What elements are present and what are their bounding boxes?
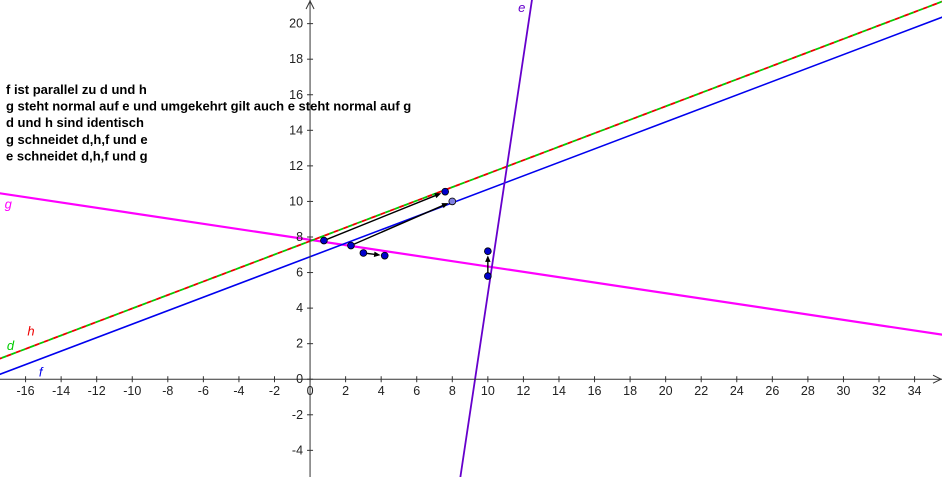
svg-text:-6: -6 (198, 384, 209, 398)
svg-text:34: 34 (908, 384, 922, 398)
svg-text:-4: -4 (292, 443, 303, 457)
svg-text:6: 6 (296, 266, 303, 280)
svg-text:-16: -16 (17, 384, 35, 398)
svg-text:20: 20 (289, 17, 303, 31)
svg-text:f ist parallel zu d und h: f ist parallel zu d und h (6, 82, 147, 97)
svg-text:2: 2 (342, 384, 349, 398)
svg-text:20: 20 (659, 384, 673, 398)
svg-text:d: d (7, 338, 15, 353)
svg-text:10: 10 (481, 384, 495, 398)
svg-text:2: 2 (296, 337, 303, 351)
svg-text:h: h (27, 324, 34, 339)
svg-text:-12: -12 (88, 384, 106, 398)
svg-text:8: 8 (296, 230, 303, 244)
svg-text:16: 16 (588, 384, 602, 398)
svg-text:g schneidet d,h,f und e: g schneidet d,h,f und e (6, 132, 148, 147)
svg-text:26: 26 (765, 384, 779, 398)
svg-text:-2: -2 (269, 384, 280, 398)
svg-text:0: 0 (307, 384, 314, 398)
svg-text:12: 12 (516, 384, 530, 398)
svg-text:22: 22 (694, 384, 708, 398)
svg-text:-2: -2 (292, 408, 303, 422)
svg-text:28: 28 (801, 384, 815, 398)
svg-text:4: 4 (378, 384, 385, 398)
svg-text:-4: -4 (233, 384, 244, 398)
svg-text:d und h sind identisch: d und h sind identisch (6, 115, 144, 130)
svg-text:f: f (39, 365, 44, 380)
svg-text:e: e (518, 0, 525, 15)
svg-text:14: 14 (289, 123, 303, 137)
svg-text:14: 14 (552, 384, 566, 398)
svg-text:4: 4 (296, 301, 303, 315)
svg-text:g steht normal auf e und umgek: g steht normal auf e und umgekehrt gilt … (6, 99, 411, 114)
svg-text:18: 18 (289, 52, 303, 66)
svg-text:e schneidet d,h,f und g: e schneidet d,h,f und g (6, 148, 148, 163)
svg-text:32: 32 (872, 384, 886, 398)
svg-text:24: 24 (730, 384, 744, 398)
svg-text:g: g (5, 197, 13, 212)
svg-text:10: 10 (289, 194, 303, 208)
svg-text:8: 8 (449, 384, 456, 398)
svg-text:30: 30 (836, 384, 850, 398)
svg-text:-10: -10 (123, 384, 141, 398)
svg-text:18: 18 (623, 384, 637, 398)
svg-text:12: 12 (289, 159, 303, 173)
svg-text:-14: -14 (52, 384, 70, 398)
svg-text:6: 6 (413, 384, 420, 398)
svg-text:0: 0 (296, 372, 303, 386)
svg-text:-8: -8 (162, 384, 173, 398)
